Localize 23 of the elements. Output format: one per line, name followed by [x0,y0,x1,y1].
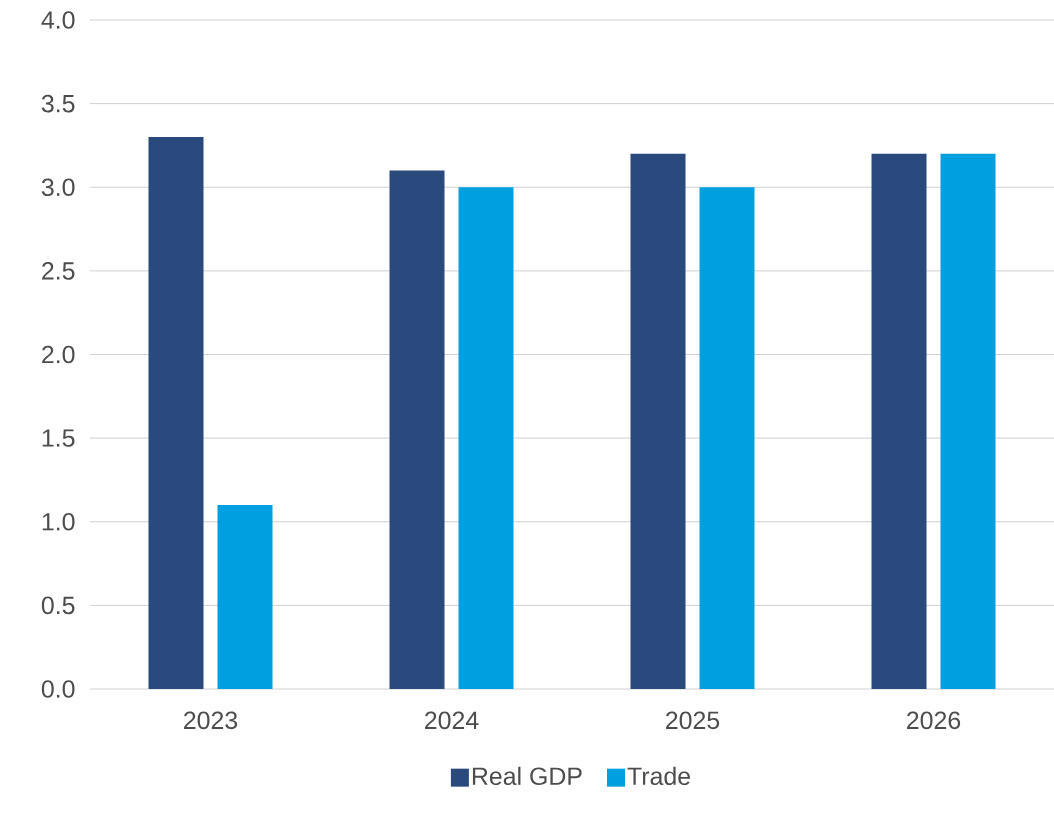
bar [148,137,204,689]
y-tick-label: 0.5 [41,596,75,615]
bar [458,187,514,689]
bar [630,153,686,689]
bar [699,187,755,689]
y-tick-label: 4.0 [41,11,75,29]
x-tick-label: 2024 [425,711,479,730]
bar [217,505,273,689]
x-tick-label: 2023 [184,711,238,730]
y-tick-label: 3.5 [41,94,75,113]
y-tick-label: 1.0 [42,512,75,531]
y-tick-label: 2.5 [42,262,75,280]
y-tick-label: 1.5 [42,429,75,447]
x-tick-label: 2025 [666,711,720,730]
bar [871,153,927,689]
bar [940,153,996,689]
y-tick-label: 3.0 [41,178,75,197]
legend-label: Trade [627,766,691,786]
legend-label: Real GDP [472,766,582,786]
x-tick-label: 2026 [907,711,961,730]
y-tick-label: 0.0 [41,680,75,698]
bar [389,170,445,689]
y-tick-label: 2.0 [42,345,75,364]
